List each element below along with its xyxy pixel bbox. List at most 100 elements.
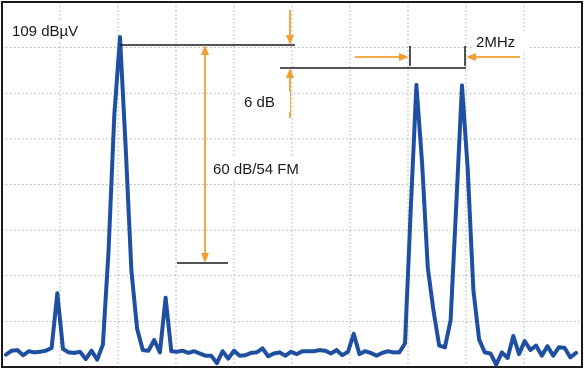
trace-point [511,334,515,338]
sig-label-bg [240,92,290,112]
trace-point [289,350,293,354]
trace-point [494,363,498,367]
trace-point [32,350,37,354]
trace-point [397,350,401,354]
trace-point [557,345,561,349]
trace-point [506,356,510,360]
trace-point [545,344,550,348]
trace-point [568,355,572,359]
trace-point [209,354,213,358]
trace-point [295,352,299,356]
trace-point [67,350,71,354]
trace-point [198,351,202,356]
fm-label-bg [209,157,307,179]
trace-point [50,346,54,350]
trace-point [352,332,356,336]
trace-point [84,357,88,361]
trace-point [61,347,65,351]
trace-point [55,291,59,295]
trace-point [414,83,418,87]
trace-point [135,327,139,331]
trace-point [221,349,225,353]
trace-point [380,351,384,355]
trace-point [118,35,122,39]
trace-point [72,351,76,355]
trace-point [369,351,373,355]
signal-delta-label: 6 dB [244,94,275,111]
spacing-arrows [355,53,520,61]
spacing-label-bg [472,31,528,51]
trace-point [226,357,230,361]
trace-point [44,349,48,353]
trace-point [477,337,481,341]
spectrum-trace [4,35,578,367]
trace-point [112,113,116,117]
trace-point [4,353,8,357]
trace-point [357,352,361,356]
trace-points [4,35,578,367]
trace-point [283,354,287,358]
ref-level-label: 109 dBµV [12,23,78,40]
trace-point [38,350,42,354]
trace-point [203,354,208,358]
trace-point [363,349,367,353]
trace-point [95,358,99,362]
trace-point [392,350,396,354]
trace-point [300,349,304,353]
trace-point [272,351,276,356]
trace-point [460,83,464,88]
trace-point [175,350,179,354]
trace-point [266,354,270,358]
trace-point [431,309,436,313]
trace-point [255,350,259,354]
trace-point [243,353,247,357]
trace-point [426,266,430,270]
trace-point [551,354,555,358]
trace-point [574,351,578,355]
trace-point [27,349,31,353]
trace-point [374,354,379,358]
trace-point [443,345,447,349]
trace-point [152,338,156,342]
trace-point [107,248,111,252]
trace-point [517,352,521,356]
trace-point [101,342,105,347]
trace-point [141,348,145,352]
trace-point [164,296,168,300]
trace-point [500,350,504,354]
trace-point [420,161,424,165]
trace-point [215,361,219,365]
trace-point [249,351,253,355]
trace-point [146,349,151,353]
trace-point [483,350,487,354]
trace-point [312,349,316,353]
trace-point [386,349,390,353]
trace-point [488,351,493,356]
trace-point [78,350,82,354]
fm-delta-label: 60 dB/54 FM [213,161,299,178]
spacing-label: 2MHz [476,34,515,51]
trace-point [454,202,458,206]
trace-point [528,348,533,352]
trace-point [523,339,527,343]
trace-point [340,353,344,357]
trace-point [471,288,475,292]
trace-point [323,349,327,353]
ref-label-bg [10,20,88,40]
trace-point [437,344,441,348]
trace-point [89,349,94,353]
trace-point [232,349,236,353]
trace-point [306,349,310,353]
trace-point [403,341,407,345]
fm-delta-arrow [201,45,209,263]
trace-point [10,349,14,353]
trace-point [238,354,242,358]
trace-point [129,269,133,273]
trace-point [15,348,19,352]
trace-point [124,146,128,150]
trace-point [278,350,282,354]
trace-point [21,353,25,357]
trace-point [466,167,470,171]
trace-point [540,354,544,358]
